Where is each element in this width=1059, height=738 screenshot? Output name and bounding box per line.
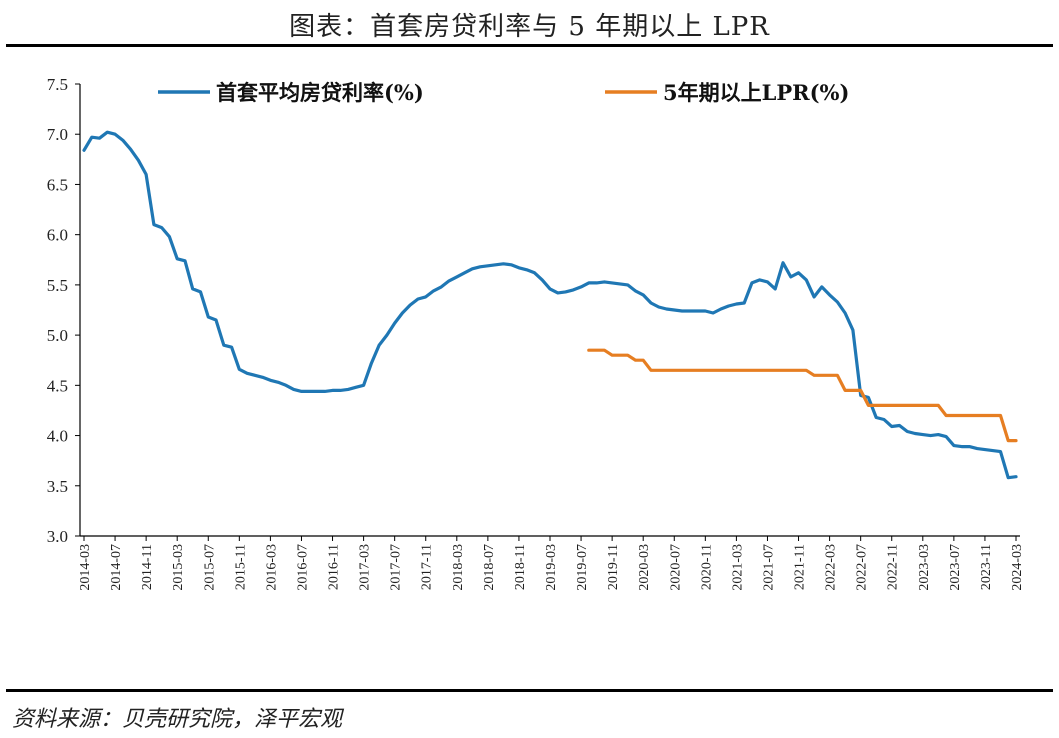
x-tick-label: 2017-07 [389, 544, 404, 591]
y-tick-label: 7.5 [47, 75, 68, 94]
x-tick-label: 2018-07 [482, 544, 497, 591]
x-tick-label: 2015-11 [233, 544, 248, 590]
legend-label-lpr-5y: 5年期以上LPR(%) [663, 80, 849, 105]
x-tick-label: 2020-11 [699, 544, 714, 590]
x-tick-label: 2014-03 [78, 544, 93, 591]
x-tick-label: 2022-03 [824, 544, 839, 591]
x-tick-label: 2023-11 [979, 544, 994, 590]
title-divider [6, 44, 1053, 47]
x-tick-label: 2018-03 [451, 544, 466, 591]
x-tick-label: 2016-03 [264, 544, 279, 591]
chart-title: 图表：首套房贷利率与 5 年期以上 LPR [289, 12, 770, 42]
x-tick-label: 2023-03 [917, 544, 932, 591]
x-tick-label: 2019-03 [544, 544, 559, 591]
y-tick-label: 3.0 [47, 527, 68, 546]
legend-label-mortgage-rate: 首套平均房贷利率(%) [216, 80, 424, 105]
x-tick-label: 2014-07 [109, 544, 124, 591]
footer-divider [6, 689, 1053, 692]
x-tick-label: 2021-07 [761, 544, 776, 591]
y-tick-label: 4.5 [47, 376, 68, 395]
y-tick-label: 5.5 [47, 276, 68, 295]
y-tick-label: 6.5 [47, 175, 68, 194]
x-tick-label: 2019-11 [606, 544, 621, 590]
source-note: 资料来源：贝壳研究院，泽平宏观 [12, 707, 343, 732]
x-tick-label: 2022-11 [886, 544, 901, 590]
series-line-mortgage-rate [82, 130, 1018, 480]
x-tick-label: 2024-03 [1010, 544, 1025, 591]
x-tick-label: 2016-07 [295, 544, 310, 591]
x-tick-label: 2023-07 [948, 544, 963, 591]
x-tick-label: 2015-07 [202, 544, 217, 591]
x-tick-label: 2014-11 [140, 544, 155, 590]
y-tick-label: 6.0 [47, 226, 68, 245]
x-tick-label: 2016-11 [327, 544, 342, 590]
x-tick-label: 2017-11 [420, 544, 435, 590]
x-tick-label: 2021-03 [730, 544, 745, 591]
x-tick-label: 2018-11 [513, 544, 528, 590]
y-tick-label: 3.5 [47, 477, 68, 496]
x-tick-label: 2017-03 [358, 544, 373, 591]
x-tick-label: 2015-03 [171, 544, 186, 591]
x-tick-label: 2020-03 [637, 544, 652, 591]
x-tick-label: 2019-07 [575, 544, 590, 591]
x-tick-label: 2021-11 [793, 544, 808, 590]
x-tick-label: 2022-07 [855, 544, 870, 591]
y-tick-label: 4.0 [47, 427, 68, 446]
line-chart: 3.0 3.5 4.0 4.5 5.0 5.5 6.0 6.5 7.0 7.5 2014-03 201… [47, 75, 1025, 591]
y-tick-label: 7.0 [47, 125, 68, 144]
series-line-lpr-5y [587, 348, 1018, 443]
x-tick-label: 2020-07 [668, 544, 683, 591]
y-tick-label: 5.0 [47, 326, 68, 345]
